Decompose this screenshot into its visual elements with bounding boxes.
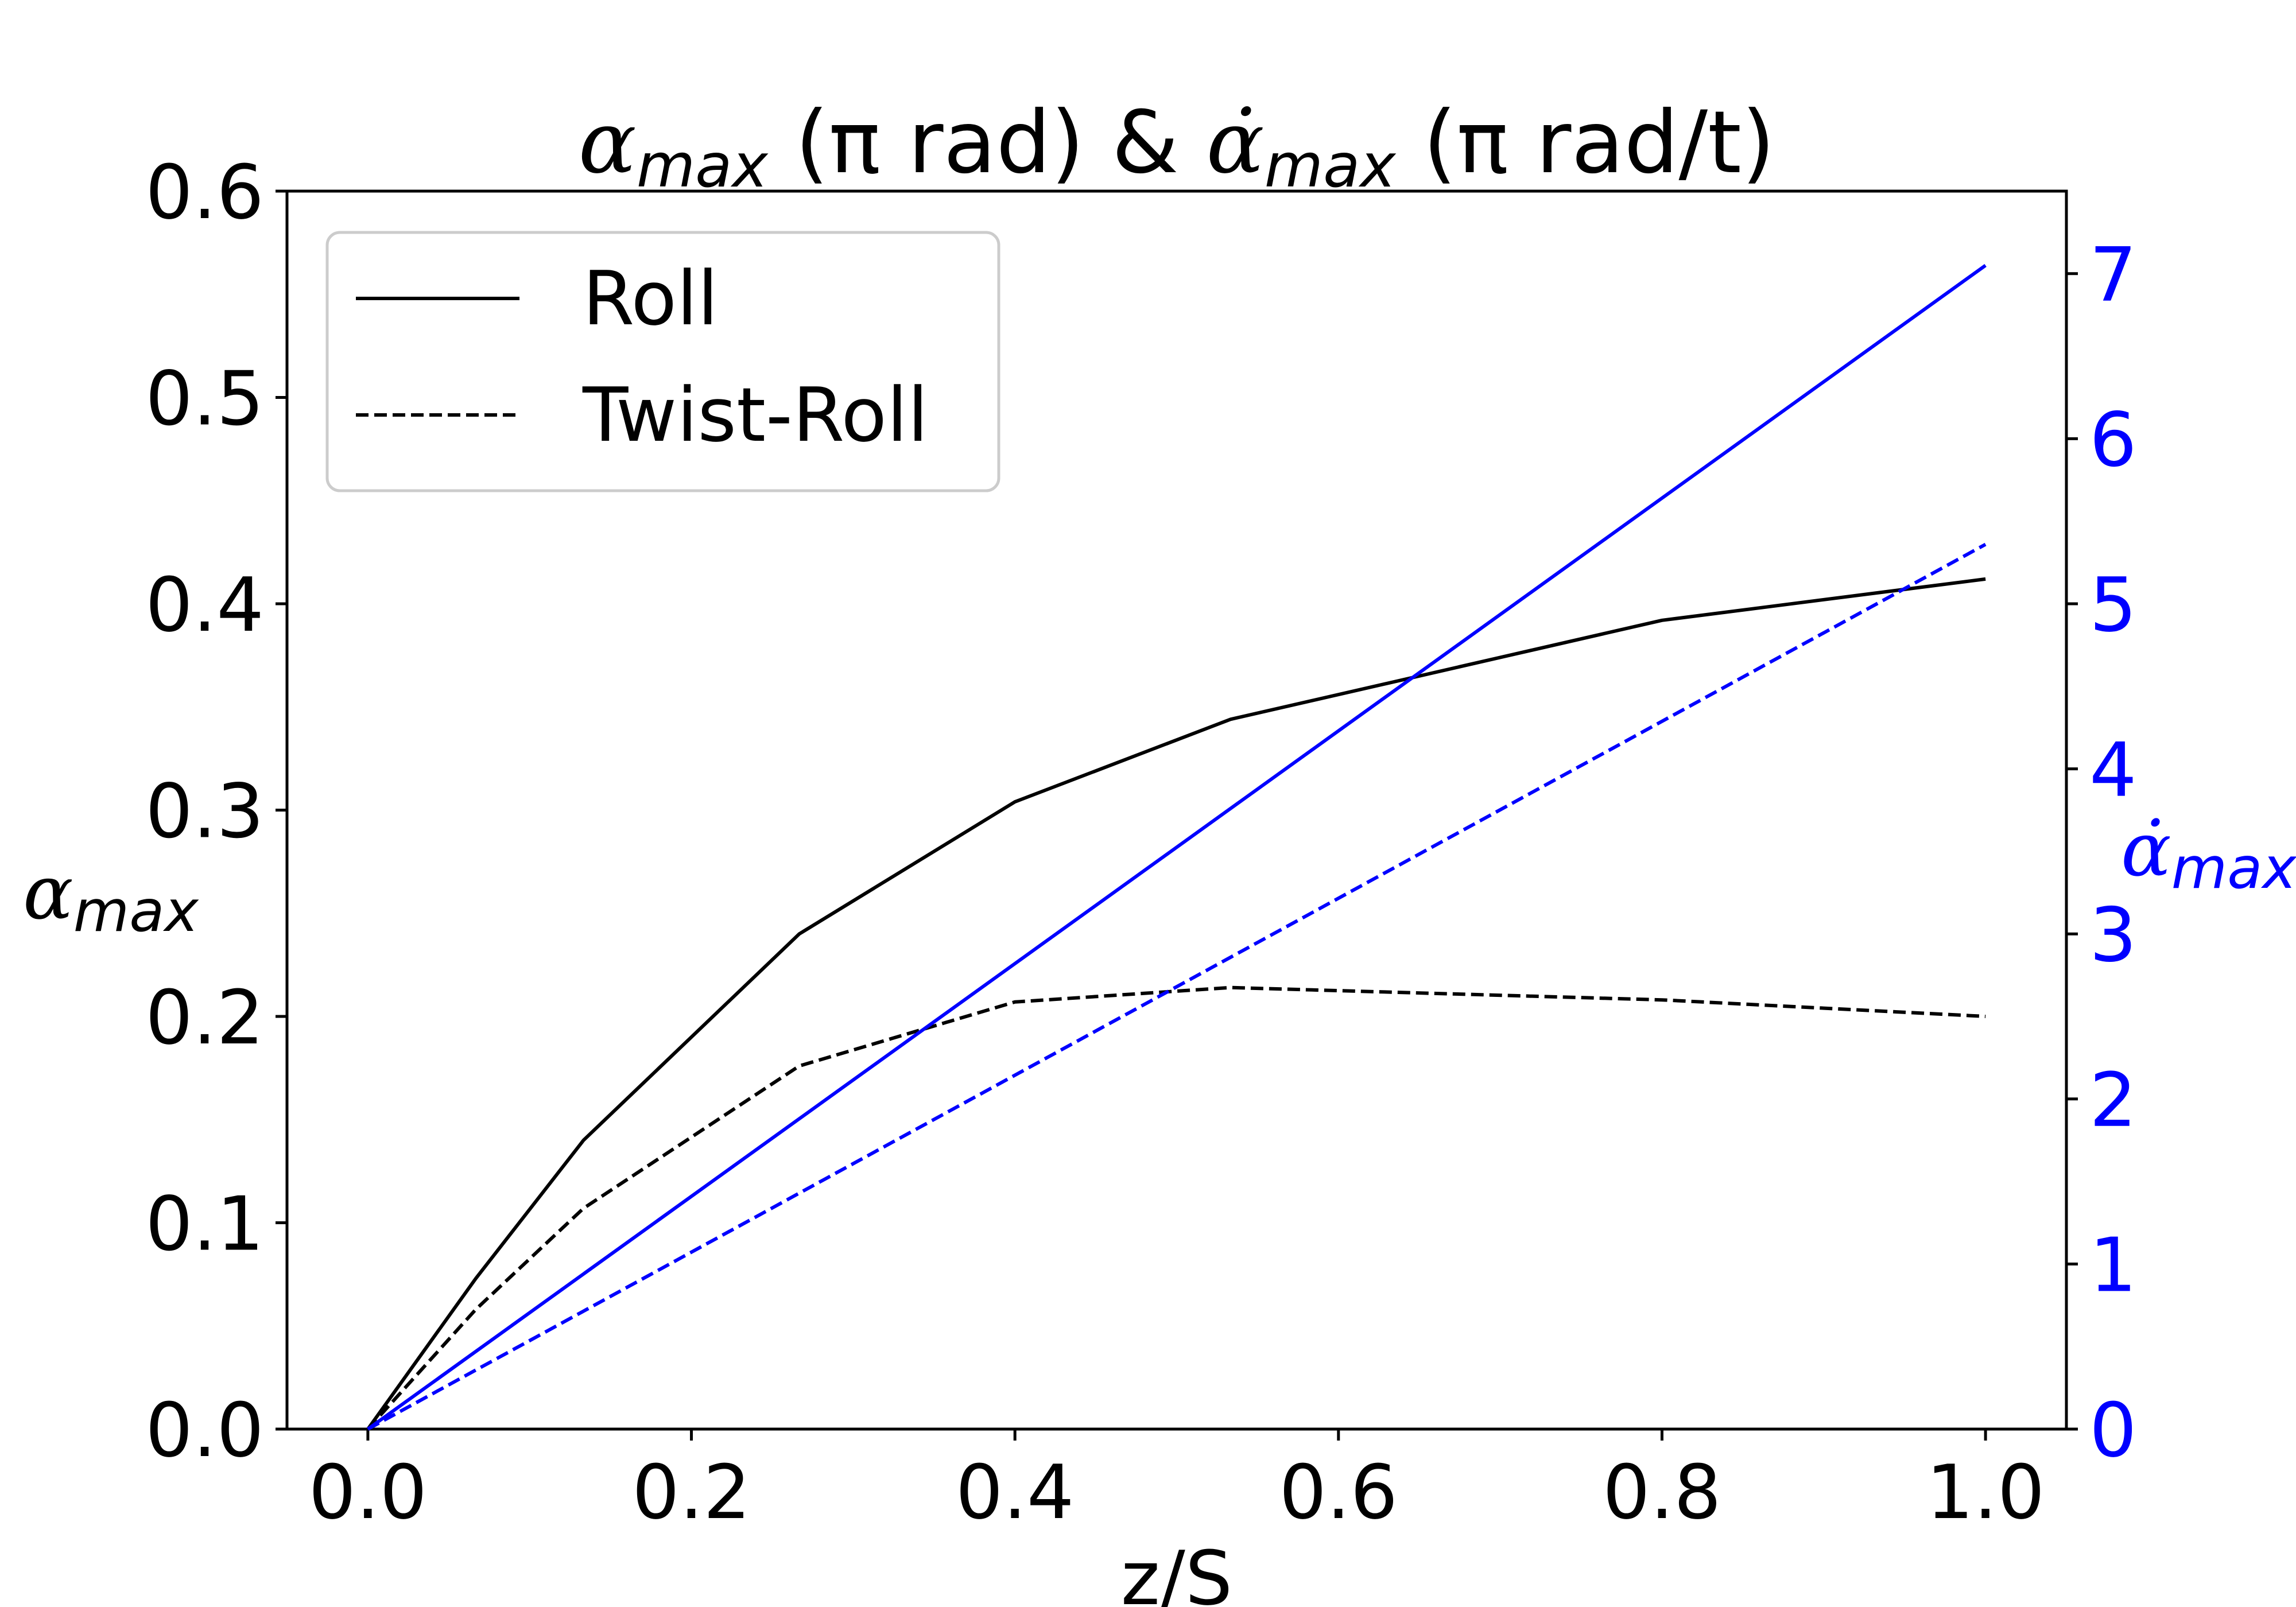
y-right-tick-label: 0: [2089, 1387, 2137, 1474]
x-tick-label: 0.6: [1279, 1449, 1398, 1536]
y-left-tick-label: 0.2: [145, 974, 264, 1061]
y-right-tick-label: 5: [2089, 561, 2137, 649]
y-left-label-symbol: α: [23, 849, 73, 936]
series-line-left-dashed: [366, 985, 1986, 1431]
x-tick-label: 0.4: [956, 1449, 1075, 1536]
y-right-tick-label: 1: [2089, 1221, 2137, 1309]
chart-title: αmax (π rad) & α̇max (π rad/t): [579, 93, 1775, 201]
series-line-right-solid: [367, 263, 1987, 1431]
title-symbol-1: α: [579, 93, 637, 193]
y-left-tick-label: 0.1: [145, 1181, 264, 1268]
title-symbol-2: α̇: [1206, 93, 1264, 193]
y-left-axis-label: αmax: [23, 849, 199, 945]
x-axis-ticks: 0.0 0.2 0.4 0.6 0.8 1.0: [309, 1429, 2045, 1536]
y-left-tick-label: 0.4: [145, 561, 264, 649]
y-left-tick-label: 0.5: [145, 355, 264, 442]
legend-label-roll: Roll: [583, 255, 718, 342]
x-tick-label: 0.2: [632, 1449, 751, 1536]
y-right-tick-label: 2: [2089, 1057, 2137, 1144]
legend-label-twist-roll: Twist-Roll: [582, 371, 928, 459]
y-right-tick-label: 4: [2089, 727, 2137, 814]
x-axis-label: z/S: [1121, 1535, 1233, 1607]
y-left-tick-label: 0.3: [145, 768, 264, 855]
title-sub-2: max: [1265, 131, 1397, 201]
y-left-axis-ticks: 0.0 0.1 0.2 0.3 0.4 0.5 0.6: [145, 149, 287, 1474]
y-right-tick-label: 3: [2089, 891, 2137, 979]
y-right-tick-label: 6: [2089, 396, 2137, 483]
y-right-label-symbol: α̇: [2121, 806, 2171, 893]
y-left-tick-label: 0.0: [145, 1387, 264, 1474]
y-left-tick-label: 0.6: [145, 149, 264, 236]
title-rest-2: (π rad/t): [1396, 93, 1775, 193]
title-rest-1: (π rad) &: [768, 93, 1207, 193]
title-sub-1: max: [637, 131, 769, 201]
x-tick-label: 0.8: [1603, 1449, 1721, 1536]
y-right-label-sub: max: [2171, 834, 2296, 902]
y-right-tick-label: 7: [2089, 231, 2137, 319]
series-line-right-dashed: [367, 542, 1987, 1431]
x-tick-label: 1.0: [1926, 1449, 2045, 1536]
y-left-label-sub: max: [73, 878, 200, 945]
series-line-left-solid: [366, 577, 1986, 1430]
legend: Roll Twist-Roll: [325, 231, 1000, 492]
y-right-axis-label: α̇max: [2121, 806, 2296, 902]
x-tick-label: 0.0: [309, 1449, 428, 1536]
y-right-axis-ticks: 0 1 2 3 4 5 6 7: [2066, 231, 2137, 1474]
series-group: [366, 263, 1987, 1431]
